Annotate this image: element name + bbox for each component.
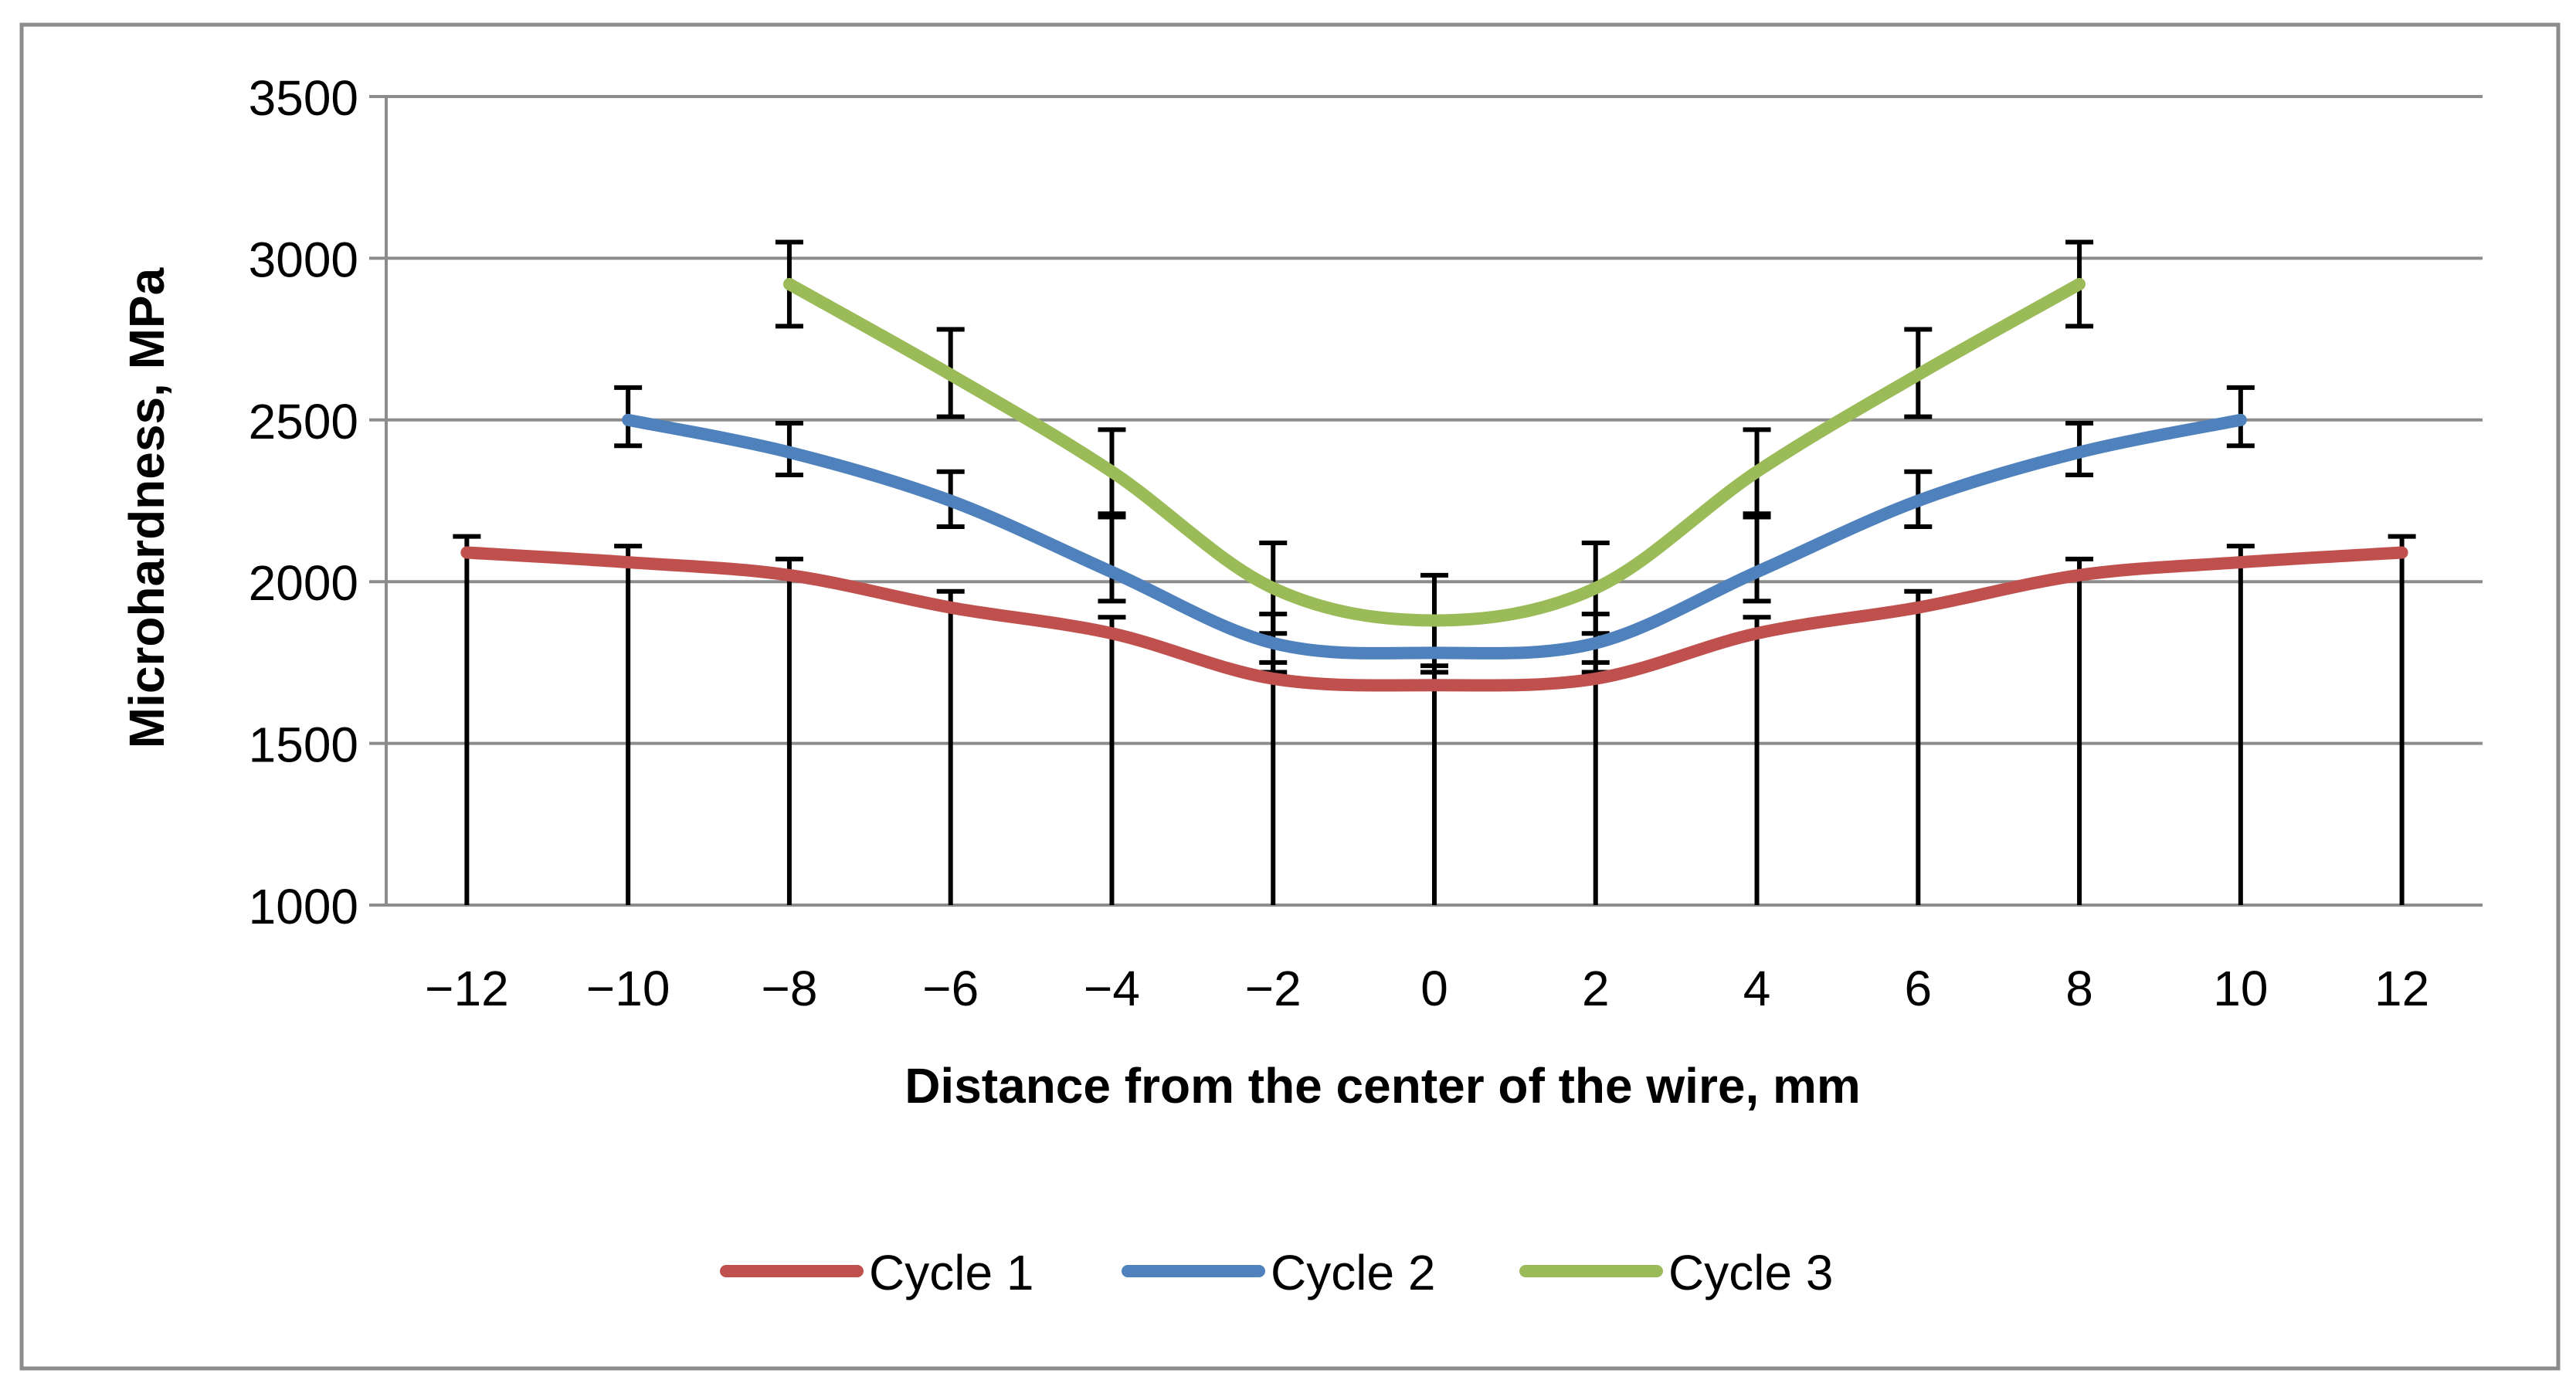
x-tick-label: 10 [2213, 961, 2268, 1016]
legend-item-cycle-1: Cycle 1 [720, 1245, 1033, 1300]
error-bars [453, 239, 2416, 905]
legend-label: Cycle 1 [869, 1245, 1033, 1300]
y-tick-label: 2000 [249, 555, 358, 611]
x-tick-label: −6 [922, 961, 979, 1016]
legend-item-cycle-3: Cycle 3 [1519, 1245, 1833, 1300]
x-axis-title: Distance from the center of the wire, mm [904, 1058, 1861, 1114]
tick-labels: 1000 1500 2000 2500 3000 3500 −12 −10 −8 −6 −4 −2 0 2… [249, 70, 2430, 1016]
x-tick-label: 2 [1582, 961, 1610, 1016]
y-tick-label: 3500 [249, 70, 358, 126]
x-tick-label: 0 [1420, 961, 1448, 1016]
legend-item-cycle-2: Cycle 2 [1122, 1245, 1435, 1300]
legend-label: Cycle 3 [1668, 1245, 1833, 1300]
legend-label: Cycle 2 [1271, 1245, 1435, 1300]
x-tick-label: −2 [1245, 961, 1302, 1016]
gridlines [386, 95, 2483, 745]
y-tick-label: 1000 [249, 879, 358, 934]
x-tick-label: −4 [1084, 961, 1140, 1016]
y-axis-title: Microhardness, MPa [119, 267, 175, 748]
x-tick-label: 8 [2065, 961, 2093, 1016]
legend: Cycle 1 Cycle 2 Cycle 3 [720, 1245, 1833, 1300]
x-tick-label: 12 [2374, 961, 2429, 1016]
x-tick-label: 4 [1743, 961, 1771, 1016]
x-tick-label: −10 [586, 961, 670, 1016]
x-tick-label: −12 [425, 961, 509, 1016]
y-tick-label: 1500 [249, 717, 358, 773]
series-line-cycle-1 [460, 546, 2408, 692]
y-tick-label: 3000 [249, 232, 358, 287]
y-tick-label: 2500 [249, 394, 358, 449]
x-tick-label: −8 [761, 961, 817, 1016]
chart-frame [19, 22, 2561, 1371]
series-line-cycle-2 [622, 413, 2247, 660]
x-tick-label: 6 [1905, 961, 1933, 1016]
series-lines [460, 277, 2408, 692]
series-line-cycle-3 [782, 277, 2086, 627]
